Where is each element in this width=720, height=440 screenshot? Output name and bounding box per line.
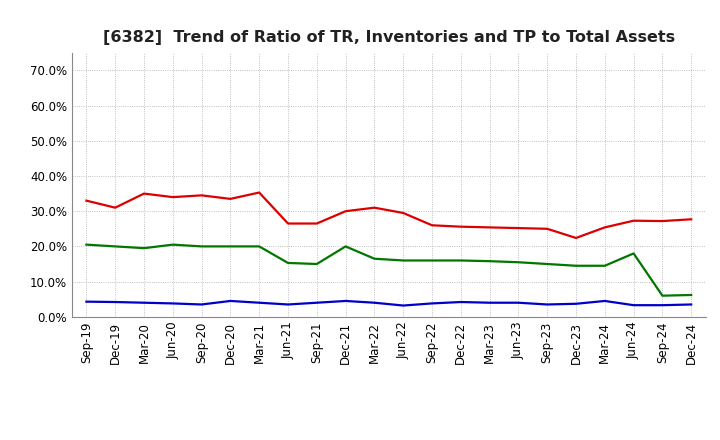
Trade Receivables xyxy=(284,221,292,226)
Trade Payables xyxy=(341,244,350,249)
Inventories xyxy=(111,299,120,304)
Inventories xyxy=(485,300,494,305)
Inventories xyxy=(629,303,638,308)
Inventories xyxy=(658,303,667,308)
Trade Payables xyxy=(456,258,465,263)
Trade Receivables xyxy=(428,223,436,228)
Inventories xyxy=(226,298,235,304)
Trade Payables xyxy=(370,256,379,261)
Trade Receivables xyxy=(543,226,552,231)
Trade Receivables xyxy=(255,190,264,195)
Inventories xyxy=(82,299,91,304)
Inventories xyxy=(399,303,408,308)
Trade Payables xyxy=(572,263,580,268)
Trade Payables xyxy=(226,244,235,249)
Line: Trade Payables: Trade Payables xyxy=(86,245,691,296)
Trade Receivables xyxy=(687,216,696,222)
Inventories xyxy=(255,300,264,305)
Trade Payables xyxy=(514,260,523,265)
Trade Payables xyxy=(485,259,494,264)
Trade Receivables xyxy=(140,191,148,196)
Trade Receivables xyxy=(197,193,206,198)
Trade Payables xyxy=(687,292,696,297)
Inventories xyxy=(341,298,350,304)
Trade Payables xyxy=(629,251,638,256)
Trade Receivables xyxy=(600,225,609,230)
Trade Payables xyxy=(255,244,264,249)
Inventories xyxy=(284,302,292,307)
Trade Receivables xyxy=(456,224,465,229)
Trade Payables xyxy=(658,293,667,298)
Trade Receivables xyxy=(572,235,580,241)
Trade Receivables xyxy=(341,209,350,214)
Inventories xyxy=(514,300,523,305)
Trade Receivables xyxy=(514,225,523,231)
Trade Receivables xyxy=(370,205,379,210)
Trade Payables xyxy=(140,246,148,251)
Trade Receivables xyxy=(658,218,667,224)
Inventories xyxy=(428,301,436,306)
Trade Payables xyxy=(543,261,552,267)
Inventories xyxy=(168,301,177,306)
Trade Payables xyxy=(168,242,177,247)
Inventories xyxy=(312,300,321,305)
Line: Trade Receivables: Trade Receivables xyxy=(86,193,691,238)
Trade Payables xyxy=(312,261,321,267)
Trade Payables xyxy=(428,258,436,263)
Trade Payables xyxy=(82,242,91,247)
Trade Payables xyxy=(600,263,609,268)
Trade Receivables xyxy=(485,225,494,230)
Trade Receivables xyxy=(629,218,638,224)
Inventories xyxy=(140,300,148,305)
Inventories xyxy=(197,302,206,307)
Trade Receivables xyxy=(168,194,177,200)
Inventories xyxy=(456,299,465,304)
Trade Receivables xyxy=(399,210,408,216)
Inventories xyxy=(370,300,379,305)
Inventories xyxy=(687,302,696,307)
Inventories xyxy=(600,298,609,304)
Trade Payables xyxy=(111,244,120,249)
Trade Receivables xyxy=(82,198,91,203)
Trade Receivables xyxy=(226,196,235,202)
Trade Receivables xyxy=(312,221,321,226)
Title: [6382]  Trend of Ratio of TR, Inventories and TP to Total Assets: [6382] Trend of Ratio of TR, Inventories… xyxy=(103,29,675,45)
Inventories xyxy=(543,302,552,307)
Inventories xyxy=(572,301,580,306)
Trade Payables xyxy=(197,244,206,249)
Line: Inventories: Inventories xyxy=(86,301,691,305)
Trade Payables xyxy=(284,260,292,266)
Trade Receivables xyxy=(111,205,120,210)
Trade Payables xyxy=(399,258,408,263)
